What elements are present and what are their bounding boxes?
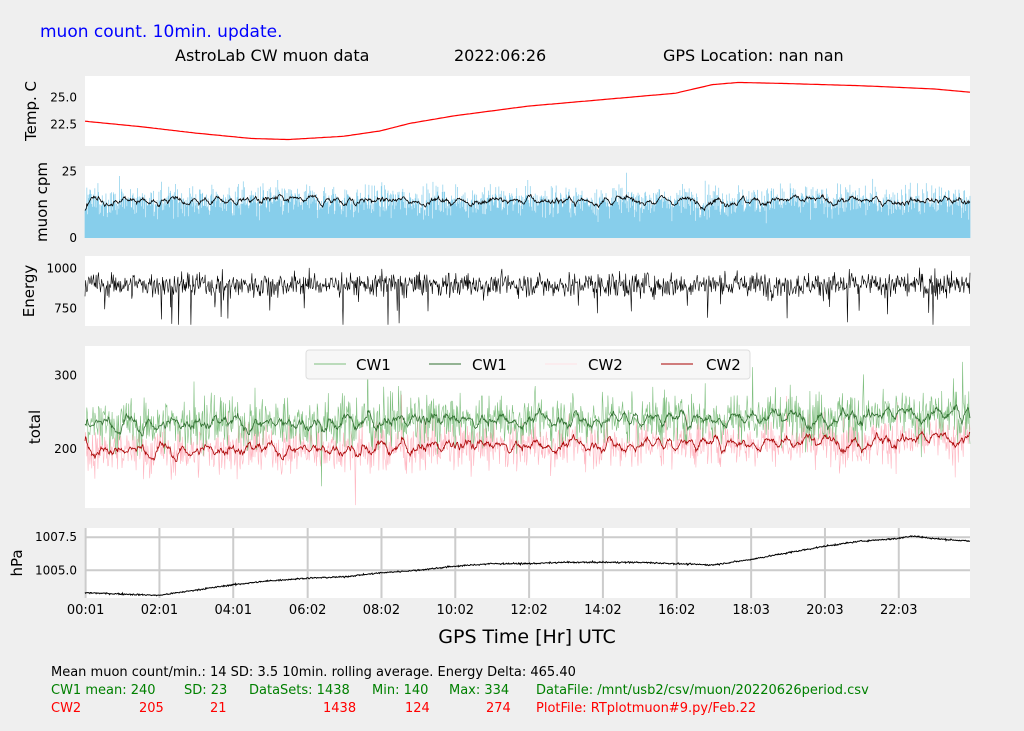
temperature-panel: [85, 76, 970, 146]
x-tick-label: 16:02: [658, 603, 695, 618]
cw1-raw-line: [84, 359, 971, 487]
footer-cw1-row: CW1 mean: 240 SD: 23 DataSets: 1438 Min:…: [51, 683, 869, 698]
x-tick-label: 08:02: [363, 603, 400, 618]
x-tick-label: 18:03: [732, 603, 769, 618]
pressure-series-layer: [84, 535, 971, 597]
y-tick-label-energy: 750: [54, 302, 77, 316]
x-tick-label: 02:01: [141, 603, 178, 618]
cw1-rolling-line: [84, 403, 971, 437]
x-tick-label: 04:01: [215, 603, 252, 618]
chart-subtitle: muon count. 10min. update.: [40, 22, 282, 42]
y-tick-label-pressure: 1007.5: [35, 530, 77, 544]
footer-cw2-datasets: 1438: [323, 701, 356, 716]
x-tick-label: 12:02: [510, 603, 547, 618]
legend-label-cw1-avg: CW1: [472, 356, 507, 374]
y-tick-label-total: 300: [54, 368, 77, 382]
pressure-grid: [84, 528, 970, 598]
x-tick-label: 20:03: [806, 603, 843, 618]
cw2-rolling-line: [84, 430, 971, 462]
y-tick-label-total: 200: [54, 442, 77, 456]
pressure-line: [84, 535, 971, 597]
x-tick-label: 10:02: [437, 603, 474, 618]
muon-series-layer: [84, 172, 971, 238]
legend-box: [305, 349, 751, 380]
muon-ylabel: muon cpm: [33, 162, 51, 242]
footer-cw2-sd: 21: [210, 701, 227, 716]
temperature-line: [84, 81, 971, 141]
y-tick-label-pressure: 1005.0: [35, 563, 77, 577]
energy-series-layer: [84, 267, 971, 325]
footer-cw2-name: CW2: [51, 701, 81, 716]
total-legend: CW1 CW1 CW2 CW2: [305, 349, 751, 380]
footer-cw2-min: 124: [405, 701, 430, 716]
y-tick-label-temperature: 25.0: [50, 91, 77, 105]
energy-line: [84, 267, 971, 325]
legend-label-cw1-raw: CW1: [356, 356, 391, 374]
footer-cw1-datasets: DataSets: 1438: [249, 683, 350, 698]
x-tick-label: 14:02: [584, 603, 621, 618]
energy-panel: [85, 256, 970, 326]
footer-cw2-mean: 205: [139, 701, 164, 716]
chart-title-date: 2022:06:26: [454, 46, 546, 65]
muon-count-bars: [84, 172, 971, 238]
temperature-ylabel: Temp. C: [22, 81, 40, 142]
footer-cw1-max: Max: 334: [449, 683, 509, 698]
legend-label-cw2-raw: CW2: [588, 356, 623, 374]
footer-cw1-file: DataFile: /mnt/usb2/csv/muon/20220626per…: [536, 683, 869, 698]
x-tick-label: 06:02: [289, 603, 326, 618]
y-tick-label-muon: 0: [69, 231, 77, 245]
x-axis-label: GPS Time [Hr] UTC: [438, 626, 615, 648]
y-tick-labels: 22.5 25.0 0 25 750 1000 200 300 1005.0 1007.5: [35, 91, 77, 578]
legend-label-cw2-avg: CW2: [706, 356, 741, 374]
footer-cw1-mean: CW1 mean: 240: [51, 683, 156, 698]
total-series-layer: [84, 359, 971, 506]
footer-cw2-max: 274: [486, 701, 511, 716]
total-ylabel: total: [26, 410, 44, 444]
x-tick-labels: 00:01 02:01 04:01 06:02 08:02 10:02 12:02 14:02…: [67, 603, 918, 618]
footer-summary: Mean muon count/min.: 14 SD: 3.5 10min. …: [51, 665, 576, 680]
footer-cw1-sd: SD: 23: [184, 683, 227, 698]
y-tick-label-energy: 1000: [46, 262, 77, 276]
x-tick-label: 00:01: [67, 603, 104, 618]
y-tick-label-muon: 25: [62, 164, 77, 178]
pressure-ylabel: hPa: [8, 549, 26, 576]
footer-cw2-file: PlotFile: RTplotmuon#9.py/Feb.22: [536, 701, 756, 716]
chart-title-left: AstroLab CW muon data: [175, 46, 369, 65]
temperature-series-layer: [84, 81, 971, 141]
muon-rolling-average-line: [84, 193, 971, 212]
x-tick-label: 22:03: [880, 603, 917, 618]
energy-ylabel: Energy: [20, 265, 38, 318]
footer-cw2-row: CW2 205 21 1438 124 274 PlotFile: RTplot…: [51, 701, 756, 716]
chart-title-gps: GPS Location: nan nan: [663, 46, 844, 65]
y-tick-label-temperature: 22.5: [50, 117, 77, 131]
footer-cw1-min: Min: 140: [372, 683, 428, 698]
